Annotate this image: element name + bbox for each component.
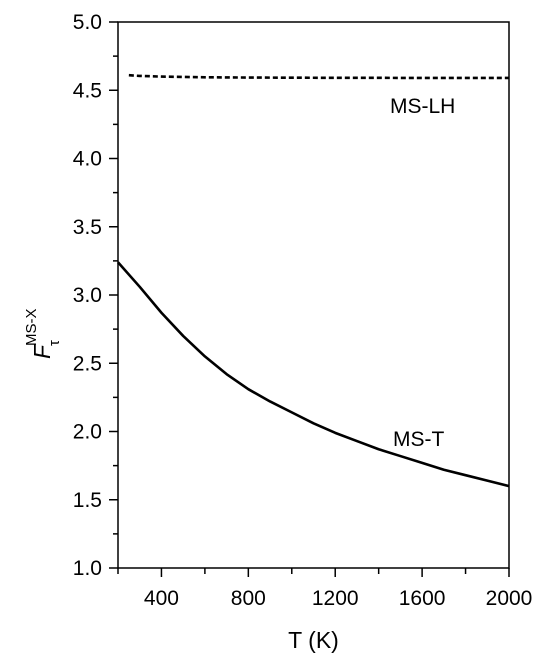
y-tick-label: 1.5 bbox=[73, 489, 102, 512]
y-axis-title-symbol: F bbox=[29, 343, 55, 359]
x-tick-label: 2000 bbox=[486, 587, 533, 610]
series-line-ms-lh bbox=[128, 73, 509, 80]
y-tick-label: 4.0 bbox=[73, 148, 102, 171]
series-layer bbox=[117, 73, 510, 488]
y-tick-label: 5.0 bbox=[73, 11, 102, 34]
series-line-ms-t bbox=[117, 261, 510, 488]
x-axis: 400 800 1200 1600 2000 bbox=[117, 568, 533, 610]
y-axis-title: F τ MS-X bbox=[23, 309, 63, 360]
y-tick-label: 2.5 bbox=[73, 352, 102, 375]
series-label-ms-t: MS-T bbox=[393, 428, 444, 451]
y-tick-label: 3.5 bbox=[73, 216, 102, 239]
x-axis-title: T (K) bbox=[288, 627, 339, 653]
y-tick-label: 3.0 bbox=[73, 284, 102, 307]
x-tick-label: 400 bbox=[144, 587, 179, 610]
series-label-ms-lh: MS-LH bbox=[390, 95, 455, 118]
y-axis-title-superscript: MS-X bbox=[23, 309, 40, 347]
x-tick-label: 1600 bbox=[399, 587, 446, 610]
y-tick-label: 4.5 bbox=[73, 79, 102, 102]
y-tick-label: 2.0 bbox=[73, 421, 102, 444]
x-tick-label: 800 bbox=[231, 587, 266, 610]
y-tick-label: 1.0 bbox=[73, 557, 102, 580]
y-axis-title-subscript: τ bbox=[46, 340, 63, 346]
x-tick-label: 1200 bbox=[312, 587, 359, 610]
y-axis: 1.0 1.5 2.0 2.5 3.0 3.5 4.0 4.5 5.0 bbox=[73, 11, 118, 580]
